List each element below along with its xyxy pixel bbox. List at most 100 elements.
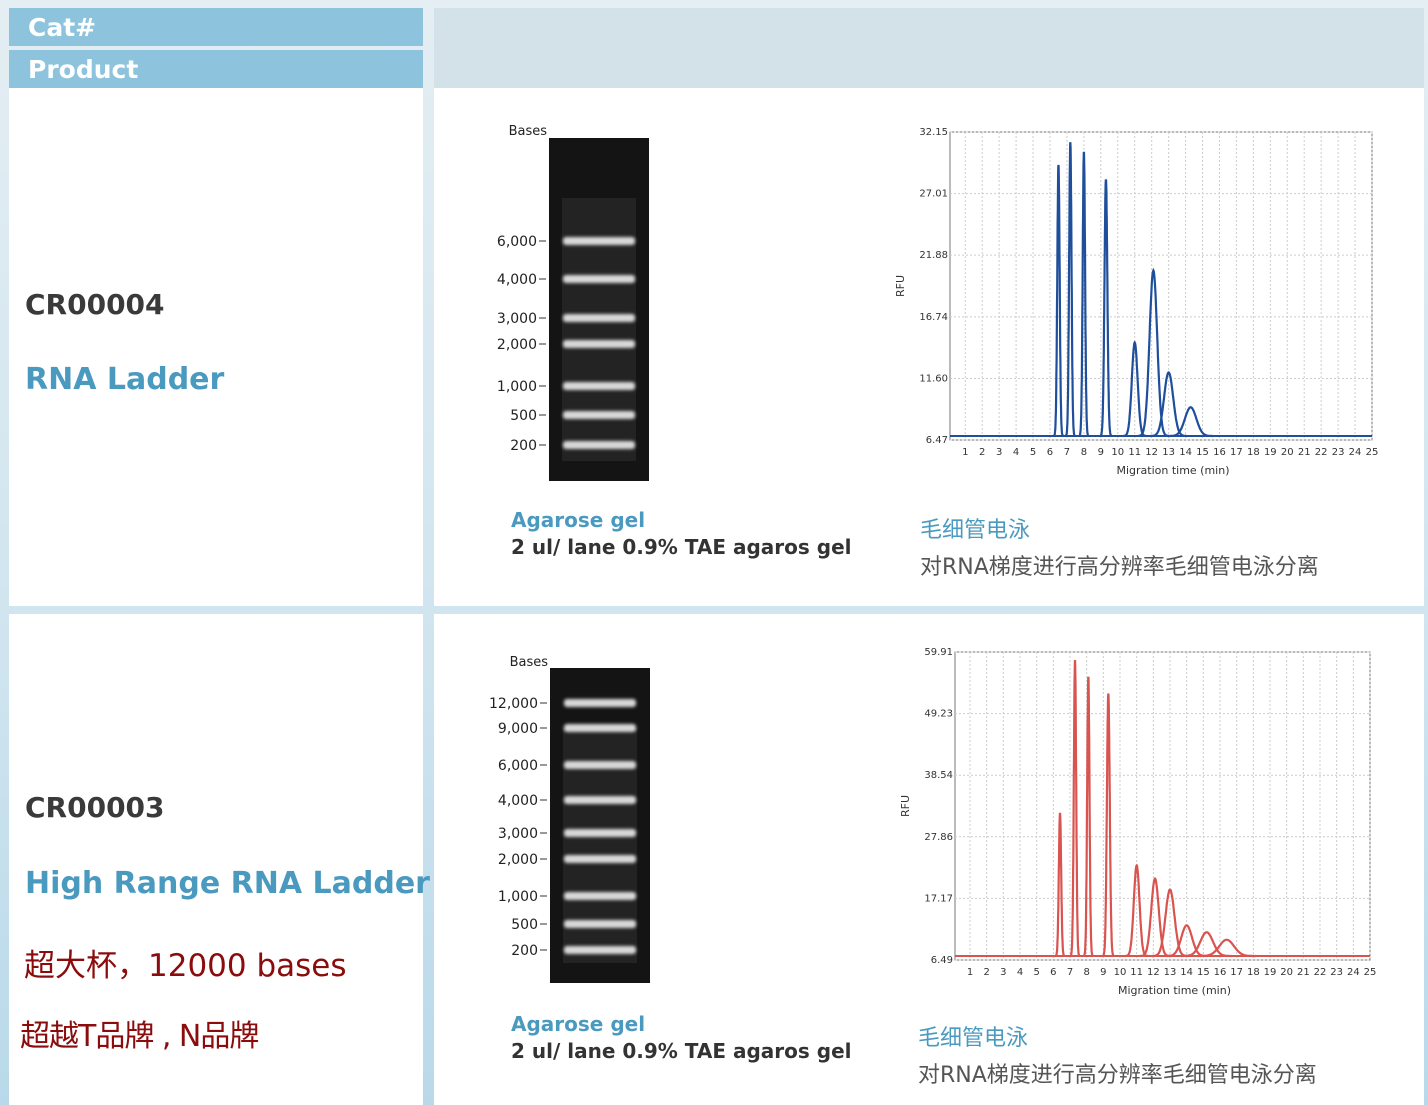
gel-band — [564, 724, 636, 732]
x-tick-label: 14 — [1180, 967, 1193, 978]
x-tick-label: 2 — [979, 447, 985, 458]
x-tick-label: 22 — [1315, 447, 1328, 458]
y-tick-label: 17.17 — [924, 893, 953, 904]
product-name: High Range RNA Ladder — [25, 866, 430, 901]
y-tick-label: 21.88 — [919, 250, 948, 261]
gel-band — [564, 892, 636, 900]
gel-title: Bases — [510, 655, 549, 670]
gel-band — [563, 382, 635, 390]
x-tick-label: 19 — [1264, 967, 1277, 978]
ce-caption-text: 对RNA梯度进行高分辨率毛细管电泳分离 — [918, 1057, 1317, 1089]
gel-caption-title: Agarose gel — [511, 508, 645, 532]
x-tick-label: 12 — [1145, 447, 1158, 458]
gel-marker-label: 4,000 — [497, 272, 537, 288]
y-tick-label: 27.86 — [924, 832, 953, 843]
gel-band — [564, 761, 636, 769]
y-tick-label: 11.60 — [919, 373, 948, 384]
ce-caption-title: 毛细管电泳 — [920, 512, 1030, 544]
y-tick-label: 38.54 — [924, 770, 953, 781]
x-tick-label: 24 — [1347, 967, 1360, 978]
y-tick-label: 49.23 — [924, 709, 953, 720]
gel-marker-label: 1,000 — [497, 379, 537, 395]
y-axis-label: RFU — [894, 275, 907, 297]
x-tick-label: 5 — [1030, 447, 1036, 458]
x-tick-label: 16 — [1213, 447, 1226, 458]
x-tick-label: 3 — [1000, 967, 1006, 978]
ce-caption-title: 毛细管电泳 — [918, 1020, 1028, 1052]
gel-marker-label: 2,000 — [498, 852, 538, 868]
cat-number: CR00003 — [25, 791, 165, 824]
page: Cat# Product Bases6,0004,0003,0002,0001,… — [0, 0, 1428, 1105]
y-tick-label: 6.49 — [931, 955, 953, 966]
x-tick-label: 5 — [1033, 967, 1039, 978]
gel-band — [564, 699, 636, 707]
x-tick-label: 24 — [1349, 447, 1362, 458]
x-tick-label: 3 — [996, 447, 1002, 458]
y-tick-label: 16.74 — [919, 312, 948, 323]
gel-marker-label: 3,000 — [497, 311, 537, 327]
gel-marker-label: 200 — [510, 438, 537, 454]
gel-marker-label: 2,000 — [497, 337, 537, 353]
x-tick-label: 18 — [1247, 967, 1260, 978]
y-tick-label: 6.47 — [926, 435, 948, 446]
gel-band — [563, 275, 635, 283]
x-tick-label: 15 — [1197, 967, 1210, 978]
x-tick-label: 2 — [983, 967, 989, 978]
cat-number: CR00004 — [25, 288, 165, 321]
x-tick-label: 15 — [1196, 447, 1209, 458]
x-tick-label: 10 — [1114, 967, 1127, 978]
x-tick-label: 17 — [1230, 967, 1243, 978]
x-tick-label: 21 — [1298, 447, 1311, 458]
gel-caption-title: Agarose gel — [511, 1012, 645, 1036]
gel-marker-label: 1,000 — [498, 889, 538, 905]
x-tick-label: 4 — [1017, 967, 1023, 978]
gel-marker-label: 9,000 — [498, 721, 538, 737]
gel-marker-label: 200 — [511, 943, 538, 959]
x-tick-label: 19 — [1264, 447, 1277, 458]
gel-band — [563, 237, 635, 245]
gel-caption-text: 2 ul/ lane 0.9% TAE agaros gel — [511, 1039, 852, 1063]
gel-marker-label: 500 — [510, 408, 537, 424]
x-tick-label: 11 — [1130, 967, 1143, 978]
x-tick-label: 1 — [962, 447, 968, 458]
x-tick-label: 14 — [1179, 447, 1192, 458]
x-tick-label: 1 — [967, 967, 973, 978]
x-tick-label: 9 — [1100, 967, 1106, 978]
gel-marker-label: 6,000 — [497, 234, 537, 250]
gel-band — [563, 340, 635, 348]
y-tick-label: 32.15 — [919, 127, 948, 138]
gel-band — [564, 946, 636, 954]
gel-marker-label: 4,000 — [498, 793, 538, 809]
gel-band — [563, 411, 635, 419]
gel-band — [564, 920, 636, 928]
x-tick-label: 8 — [1081, 447, 1087, 458]
x-tick-label: 21 — [1297, 967, 1310, 978]
x-tick-label: 23 — [1332, 447, 1345, 458]
x-tick-label: 25 — [1366, 447, 1379, 458]
x-tick-label: 16 — [1214, 967, 1227, 978]
x-tick-label: 4 — [1013, 447, 1019, 458]
gel-band — [563, 314, 635, 322]
x-tick-label: 17 — [1230, 447, 1243, 458]
gel-caption-text: 2 ul/ lane 0.9% TAE agaros gel — [511, 535, 852, 559]
x-axis-label: Migration time (min) — [1118, 984, 1231, 997]
product-name: RNA Ladder — [25, 362, 224, 397]
gel-title: Bases — [509, 124, 548, 139]
x-tick-label: 20 — [1281, 447, 1294, 458]
x-tick-label: 6 — [1050, 967, 1056, 978]
x-tick-label: 6 — [1047, 447, 1053, 458]
gel-band — [563, 441, 635, 449]
gel-marker-label: 3,000 — [498, 826, 538, 842]
gel-band — [564, 796, 636, 804]
ce-caption-text: 对RNA梯度进行高分辨率毛细管电泳分离 — [920, 549, 1319, 581]
note: 超越T品牌 , N品牌 — [20, 1011, 258, 1055]
x-tick-label: 12 — [1147, 967, 1160, 978]
x-tick-label: 22 — [1314, 967, 1327, 978]
y-axis-label: RFU — [899, 795, 912, 817]
x-tick-label: 20 — [1280, 967, 1293, 978]
x-tick-label: 10 — [1111, 447, 1124, 458]
plot-area — [950, 132, 1372, 440]
x-tick-label: 8 — [1083, 967, 1089, 978]
note: 超大杯，12000 bases — [24, 940, 347, 985]
x-tick-label: 13 — [1164, 967, 1177, 978]
